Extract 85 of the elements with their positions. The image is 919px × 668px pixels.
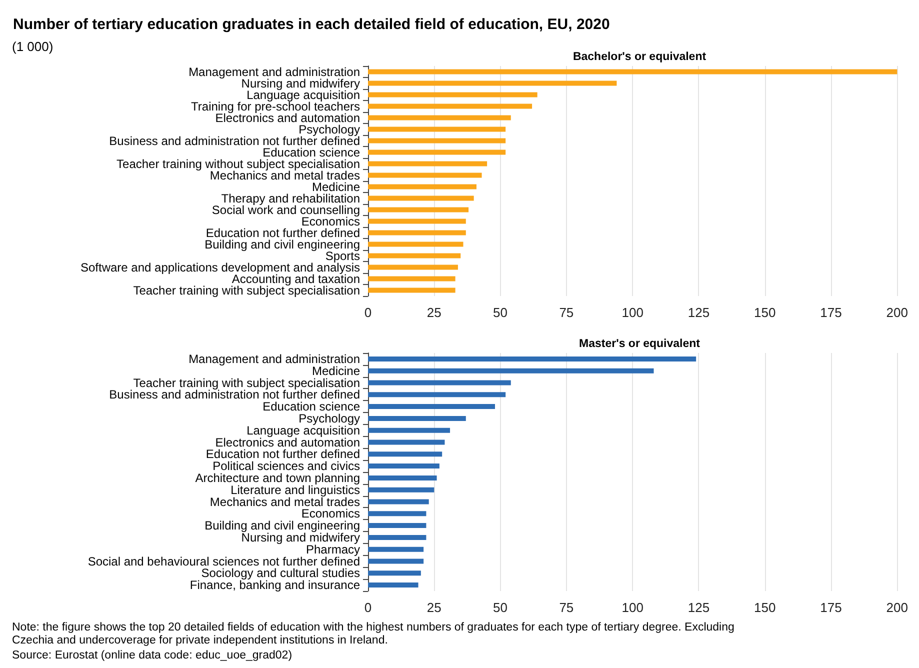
bar (368, 172, 482, 178)
text: (1 000) (12, 39, 54, 54)
y-tick-label: Teacher training with subject specialisation (133, 376, 360, 390)
y-tick-label: Management and administration (188, 64, 360, 79)
bar (368, 428, 450, 433)
bar (368, 230, 466, 236)
bar (368, 404, 495, 410)
chart-title: Number of tertiary education graduates in each detailed field of education, EU, 2020 (13, 16, 610, 33)
bar (368, 452, 442, 457)
bar (368, 253, 461, 258)
bar (368, 558, 424, 564)
bar (368, 523, 426, 528)
x-tick-label: 200 (886, 600, 908, 615)
y-tick-label: Psychology (298, 411, 360, 426)
bar (368, 196, 474, 201)
x-tick-label: 100 (622, 305, 644, 320)
bar (368, 184, 476, 190)
x-tick-label: 150 (754, 600, 776, 615)
bar (368, 356, 696, 362)
y-tick-label: Medicine (312, 180, 360, 194)
y-tick-label: Nursing and midwifery (241, 76, 360, 90)
x-tick-label: 200 (886, 305, 908, 320)
y-tick-label: Medicine (312, 364, 360, 378)
bar (368, 161, 488, 166)
y-tick-label: Management and administration (188, 352, 360, 366)
bar (368, 570, 421, 576)
y-tick-label: Sociology and cultural studies (201, 566, 360, 580)
x-tick-label: 25 (426, 305, 442, 320)
x-tick-label: 125 (688, 600, 710, 615)
bar (368, 80, 617, 86)
bar (368, 115, 511, 120)
y-tick-label: Education not further defined (206, 447, 360, 462)
bar (368, 440, 445, 445)
bar (368, 475, 437, 480)
x-tick-label: 100 (622, 600, 644, 615)
chart-subtitle: Bachelor's or equivalent (572, 51, 706, 63)
text: Note: the figure shows the top 20 detailed fields of education with the highest numbers of graduates for each type of tertiary degree. Excluding Czechia and undercoverage for private independent institutions in Ireland. (12, 622, 738, 646)
bar (368, 276, 456, 282)
x-tick-label: 125 (688, 305, 710, 320)
x-tick-label: 175 (820, 305, 842, 320)
bar (368, 392, 506, 398)
x-tick-label: 0 (364, 305, 372, 320)
y-tick-label: Finance, banking and insurance (190, 578, 360, 592)
bar (368, 534, 426, 540)
x-tick-label: 75 (559, 305, 574, 320)
y-tick-label: Education science (262, 145, 360, 160)
y-tick-label: Political sciences and civics (212, 459, 360, 474)
x-tick-label: 75 (559, 600, 574, 615)
y-tick-label: Therapy and rehabilitation (221, 191, 360, 206)
source-note: Source: Eurostat (online data code: educ_uoe_grad02) (12, 650, 292, 662)
bar (368, 546, 424, 552)
x-tick-label: 50 (493, 600, 508, 615)
y-tick-label: Architecture and town planning (195, 470, 360, 485)
x-tick-label: 175 (820, 600, 842, 615)
y-tick-label: Economics (301, 506, 360, 521)
x-tick-label: 0 (364, 600, 372, 615)
bar (368, 104, 532, 109)
bar (368, 92, 538, 98)
x-tick-label: 150 (754, 305, 776, 320)
bar (368, 582, 418, 588)
y-tick-label: Education not further defined (206, 226, 360, 240)
y-tick-label: Building and civil engineering (204, 518, 360, 533)
chart-subtitle: Master's or equivalent (579, 338, 700, 350)
y-tick-label: Psychology (298, 122, 360, 136)
bar (368, 264, 458, 270)
bar (368, 138, 506, 144)
bar (368, 416, 466, 421)
y-tick-label: Education science (262, 400, 360, 414)
bar (368, 242, 464, 247)
bar (368, 207, 469, 212)
x-tick-label: 25 (426, 600, 442, 615)
bar (368, 380, 511, 386)
y-tick-label: Building and civil engineering (204, 237, 360, 252)
x-tick-label: 50 (493, 305, 508, 320)
bar (368, 69, 898, 74)
bar (368, 464, 440, 469)
bar (368, 487, 434, 492)
bar (368, 150, 506, 155)
y-tick-label: Teacher training without subject specialisation (116, 156, 360, 171)
bar (368, 218, 466, 224)
bar (368, 368, 654, 374)
bar (368, 511, 426, 516)
bar (368, 288, 456, 293)
bar (368, 126, 506, 132)
bar (368, 499, 429, 504)
